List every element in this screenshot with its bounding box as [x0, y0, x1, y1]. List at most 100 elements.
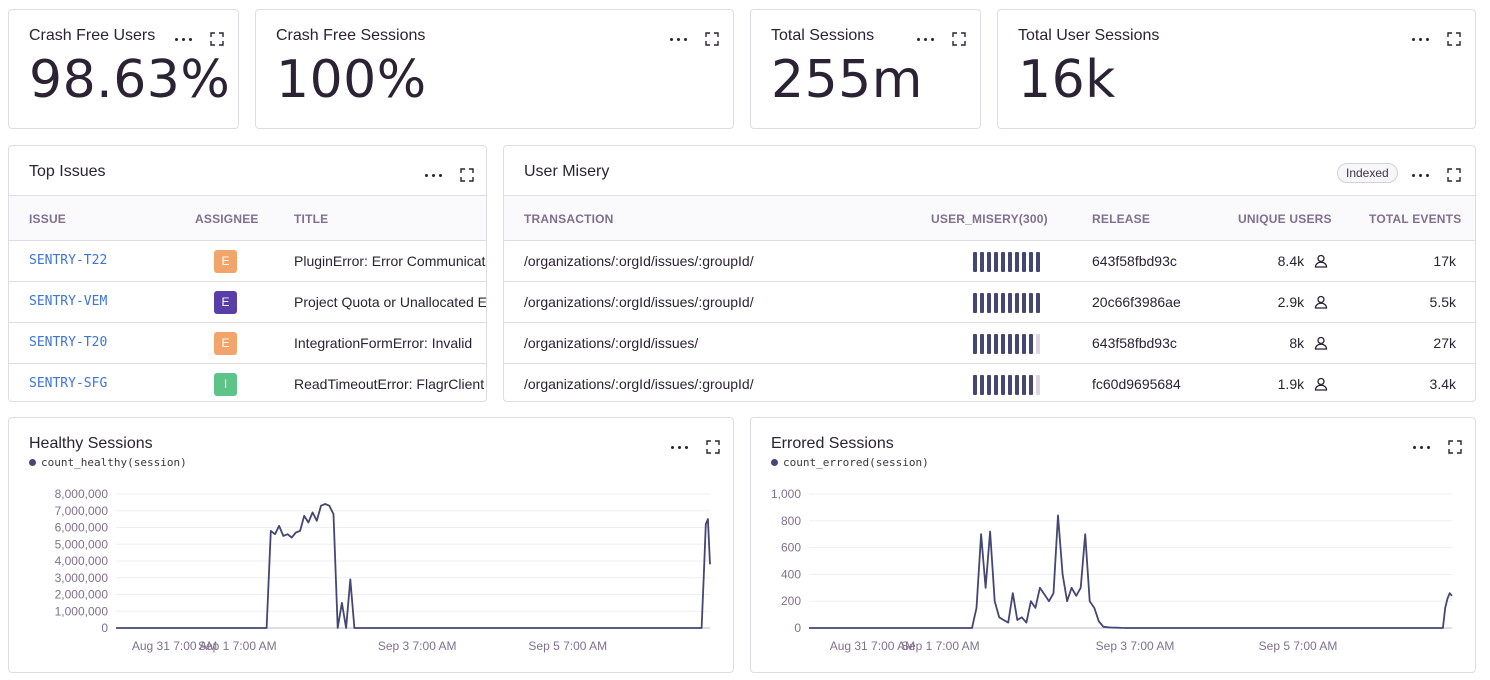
misery-segment	[1001, 252, 1005, 272]
assignee-avatar[interactable]: I	[214, 373, 237, 396]
release-link[interactable]: 643f58fbd93c	[1092, 253, 1177, 269]
expand-icon[interactable]	[705, 32, 719, 46]
misery-segment	[1001, 334, 1005, 354]
user-misery-widget: User Misery Indexed TRANSACTION USER_MIS…	[503, 145, 1476, 402]
table-row[interactable]: SENTRY-T22 E PluginError: Error Communic…	[9, 241, 486, 282]
issue-link[interactable]: SENTRY-T20	[29, 335, 108, 350]
misery-segment	[1022, 334, 1026, 354]
y-tick-label: 7,000,000	[55, 504, 109, 518]
unique-users-cell: 2.9k	[1204, 282, 1328, 322]
column-header-transaction[interactable]: TRANSACTION	[524, 212, 614, 226]
top-issues-widget: Top Issues ISSUE ASSIGNEE TITLE SENTRY-T…	[8, 145, 487, 402]
release-link[interactable]: 643f58fbd93c	[1092, 335, 1177, 351]
y-tick-label: 2,000,000	[55, 588, 109, 602]
table-row[interactable]: /organizations/:orgId/issues/:groupId/ 2…	[504, 282, 1475, 323]
y-tick-label: 200	[781, 594, 801, 608]
more-options-icon[interactable]	[423, 170, 444, 181]
more-options-icon[interactable]	[915, 34, 936, 45]
table-row[interactable]: SENTRY-VEM E Project Quota or Unallocate…	[9, 282, 486, 323]
column-header-user-misery[interactable]: USER_MISERY(300)	[931, 212, 1048, 226]
unique-users-value: 8.4k	[1277, 253, 1305, 269]
issue-title[interactable]: ReadTimeoutError: FlagrClient	[294, 376, 485, 392]
more-options-icon[interactable]	[1411, 442, 1432, 453]
column-header-unique-users[interactable]: UNIQUE USERS	[1238, 212, 1332, 226]
transaction-link[interactable]: /organizations/:orgId/issues/:groupId/	[524, 376, 754, 392]
misery-segment	[1036, 252, 1040, 272]
misery-segment	[987, 375, 991, 395]
issue-link[interactable]: SENTRY-T22	[29, 253, 108, 268]
assignee-avatar[interactable]: E	[214, 291, 237, 314]
issue-title[interactable]: Project Quota or Unallocated Events	[294, 294, 487, 310]
chart-legend[interactable]: count_errored(session)	[771, 456, 929, 469]
user-misery-bar	[973, 293, 1040, 313]
total-events-value: 17k	[1433, 253, 1456, 269]
healthy-sessions-chart[interactable]: 0 1,000,000 2,000,000 3,000,000 4,000,000 5,0…	[9, 418, 733, 672]
transaction-link[interactable]: /organizations/:orgId/issues/:groupId/	[524, 294, 754, 310]
y-tick-label: 400	[781, 567, 801, 581]
more-options-icon[interactable]	[1410, 34, 1431, 45]
kpi-value: 100%	[276, 50, 427, 110]
column-header-release[interactable]: RELEASE	[1092, 212, 1151, 226]
column-header-total-events[interactable]: TOTAL EVENTS	[1369, 212, 1462, 226]
misery-segment	[1029, 293, 1033, 313]
more-options-icon[interactable]	[669, 442, 690, 453]
table-row[interactable]: SENTRY-T20 E IntegrationFormError: Inval…	[9, 323, 486, 364]
kpi-value: 255m	[771, 50, 923, 110]
kpi-title: Crash Free Sessions	[276, 27, 426, 44]
total-events-value: 3.4k	[1429, 376, 1456, 392]
transaction-link[interactable]: /organizations/:orgId/issues/	[524, 335, 699, 351]
kpi-card-total-user-sessions: Total User Sessions 16k	[997, 9, 1476, 129]
more-options-icon[interactable]	[1410, 170, 1431, 181]
user-misery-bar	[973, 252, 1040, 272]
transaction-link[interactable]: /organizations/:orgId/issues/:groupId/	[524, 253, 754, 269]
misery-segment	[994, 252, 998, 272]
release-link[interactable]: 20c66f3986ae	[1092, 294, 1181, 310]
y-tick-label: 4,000,000	[55, 554, 109, 568]
misery-segment	[1022, 293, 1026, 313]
expand-icon[interactable]	[706, 440, 720, 454]
column-header-issue[interactable]: ISSUE	[29, 212, 67, 226]
table-row[interactable]: /organizations/:orgId/issues/ 643f58fbd9…	[504, 323, 1475, 364]
y-tick-label: 3,000,000	[55, 571, 109, 585]
series-line[interactable]	[116, 503, 711, 629]
series-line[interactable]	[809, 514, 1453, 629]
user-icon	[1314, 377, 1328, 391]
issue-link[interactable]: SENTRY-SFG	[29, 376, 108, 391]
expand-icon[interactable]	[210, 32, 224, 46]
expand-icon[interactable]	[1448, 440, 1462, 454]
misery-segment	[1015, 334, 1019, 354]
legend-marker	[771, 459, 778, 466]
misery-segment	[980, 293, 984, 313]
table-row[interactable]: /organizations/:orgId/issues/:groupId/ 6…	[504, 241, 1475, 282]
x-tick-label: Sep 5 7:00 AM	[1259, 639, 1338, 653]
assignee-avatar[interactable]: E	[214, 250, 237, 273]
assignee-avatar[interactable]: E	[214, 332, 237, 355]
expand-icon[interactable]	[1447, 32, 1461, 46]
kpi-value: 98.63%	[29, 50, 231, 110]
misery-segment	[1036, 334, 1040, 354]
column-header-assignee[interactable]: ASSIGNEE	[195, 212, 259, 226]
issue-title[interactable]: IntegrationFormError: Invalid	[294, 335, 473, 351]
column-header-title[interactable]: TITLE	[294, 212, 329, 226]
chart-legend[interactable]: count_healthy(session)	[29, 456, 187, 469]
more-options-icon[interactable]	[668, 34, 689, 45]
misery-segment	[1036, 375, 1040, 395]
misery-segment	[973, 334, 977, 354]
expand-icon[interactable]	[460, 168, 474, 182]
expand-icon[interactable]	[1447, 168, 1461, 182]
table-row[interactable]: SENTRY-SFG I ReadTimeoutError: FlagrClie…	[9, 364, 486, 401]
unique-users-value: 2.9k	[1277, 294, 1305, 310]
issue-title[interactable]: PluginError: Error Communicating	[294, 253, 487, 269]
release-link[interactable]: fc60d9695684	[1092, 376, 1181, 392]
issue-link[interactable]: SENTRY-VEM	[29, 294, 108, 309]
more-options-icon[interactable]	[173, 34, 194, 45]
expand-icon[interactable]	[952, 32, 966, 46]
misery-segment	[994, 375, 998, 395]
misery-segment	[1029, 375, 1033, 395]
table-header: TRANSACTION USER_MISERY(300) RELEASE UNI…	[504, 195, 1475, 241]
y-tick-label: 5,000,000	[55, 537, 109, 551]
table-row[interactable]: /organizations/:orgId/issues/:groupId/ f…	[504, 364, 1475, 401]
x-tick-label: Sep 1 7:00 AM	[901, 639, 980, 653]
total-events-value: 27k	[1433, 335, 1456, 351]
